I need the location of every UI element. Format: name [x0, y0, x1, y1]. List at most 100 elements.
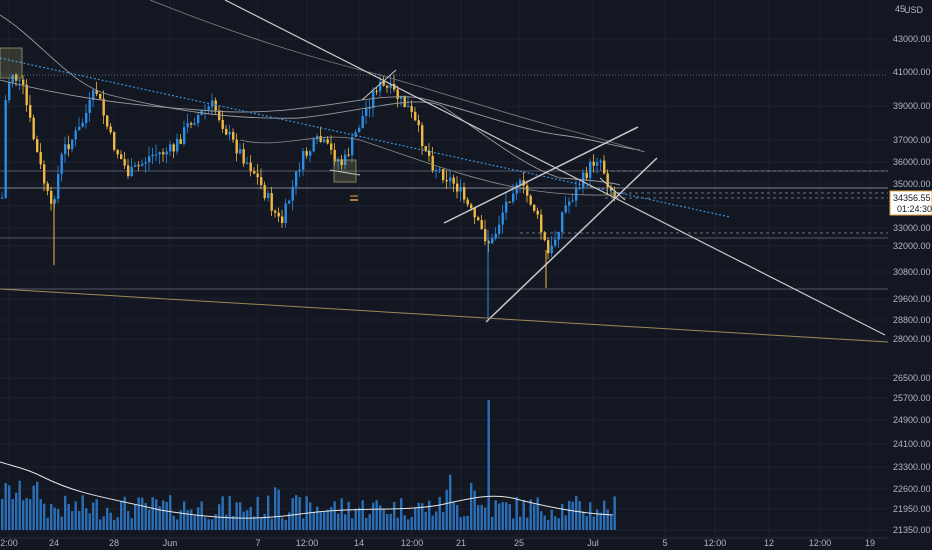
volume-bar [92, 502, 95, 530]
volume-bar [235, 502, 238, 530]
candle-body [473, 208, 476, 218]
volume-bar [326, 509, 329, 530]
volume-bar [207, 519, 210, 530]
volume-bar [190, 509, 193, 530]
volume-bar [221, 496, 224, 530]
volume-bar [256, 496, 259, 530]
candle-body [95, 90, 98, 94]
candle-body [123, 159, 126, 166]
volume-bar [515, 497, 518, 530]
volume-bar [155, 499, 158, 530]
volume-bar [459, 517, 462, 530]
last-price-label: 34356.55 [893, 193, 931, 203]
volume-bar [498, 503, 501, 530]
candle-body [253, 171, 256, 174]
candle-body [186, 123, 189, 128]
volume-bar [333, 501, 336, 530]
candle-body [249, 162, 252, 172]
price-tick: 25700.00 [893, 393, 931, 403]
volume-bar [242, 511, 245, 530]
candle-body [263, 185, 266, 199]
candle-body [288, 200, 291, 204]
candle-body [358, 128, 361, 133]
time-tick: 19 [865, 538, 875, 548]
candle-body [466, 199, 469, 205]
volume-bar [106, 507, 109, 530]
price-tick: 43000.00 [893, 34, 931, 44]
candle-body [435, 170, 438, 172]
volume-bar [435, 511, 438, 530]
volume-bar [176, 519, 179, 530]
candle-body [239, 149, 242, 154]
volume-bar [67, 503, 70, 530]
volume-bar [120, 501, 123, 530]
candle-body [610, 187, 613, 191]
volume-bar [564, 515, 567, 530]
volume-bar [141, 497, 144, 530]
candle-body [340, 159, 343, 166]
volume-bar [452, 501, 455, 530]
volume-bar [116, 517, 119, 530]
volume-bar [554, 516, 557, 530]
time-tick: Jun [163, 538, 178, 548]
price-tick: 28000.00 [893, 334, 931, 344]
candle-body [484, 229, 487, 242]
volume-bar [456, 505, 459, 530]
volume-bar [228, 495, 231, 530]
volume-bar [396, 517, 399, 530]
volume-bar [372, 502, 375, 530]
volume-bar [99, 519, 102, 530]
volume-bar [393, 501, 396, 530]
candle-body [386, 85, 389, 88]
candle-body [543, 232, 546, 241]
volume-bar [53, 507, 56, 530]
price-tick: 41000.00 [893, 67, 931, 77]
candle-body [351, 136, 354, 156]
candle-body [354, 132, 357, 137]
candle-body [50, 190, 53, 204]
volume-bar [344, 514, 347, 530]
volume-bar [284, 519, 287, 530]
volume-bar [410, 517, 413, 530]
candle-body [179, 139, 182, 144]
candle-body [519, 180, 522, 185]
candle-body [190, 123, 193, 125]
candle-body [78, 126, 81, 131]
volume-bar [32, 485, 35, 530]
volume-bar [123, 496, 126, 530]
volume-bar [18, 480, 21, 530]
candle-body [162, 152, 165, 155]
candle-body [613, 190, 616, 197]
volume-bar [102, 516, 105, 530]
candle-body [53, 198, 56, 204]
candle-body [515, 184, 518, 194]
volume-bar [431, 515, 434, 530]
candle-body [22, 79, 25, 85]
candle-body [414, 111, 417, 121]
volume-bar [57, 509, 60, 530]
candle-body [116, 149, 119, 155]
candle-body [309, 151, 312, 156]
time-axis[interactable]: 2:00 24 28 Jun 7 12:00 14 12:00 21 25 Jul 5 12:00 12 1… [0, 537, 888, 548]
moving-averages [0, 0, 646, 196]
volume-bar [375, 500, 378, 530]
volume-bar [29, 499, 32, 530]
price-tick: 22600.00 [893, 484, 931, 494]
price-tick: 23300.00 [893, 462, 931, 472]
volume-bar [407, 519, 410, 530]
volume-bar [158, 506, 161, 530]
volume-bar [130, 518, 133, 530]
volume-bar [550, 509, 553, 530]
volume-bar [351, 518, 354, 530]
volume-bar [260, 517, 263, 530]
volume-bar [540, 511, 543, 530]
volume-bar [613, 496, 616, 530]
time-tick: 7 [255, 538, 260, 548]
candle-body [109, 126, 112, 133]
volume-bar [302, 518, 305, 530]
candle-body [71, 139, 74, 150]
volume-bar [592, 516, 595, 530]
volume-bar [193, 515, 196, 530]
time-tick: Jul [587, 538, 599, 548]
